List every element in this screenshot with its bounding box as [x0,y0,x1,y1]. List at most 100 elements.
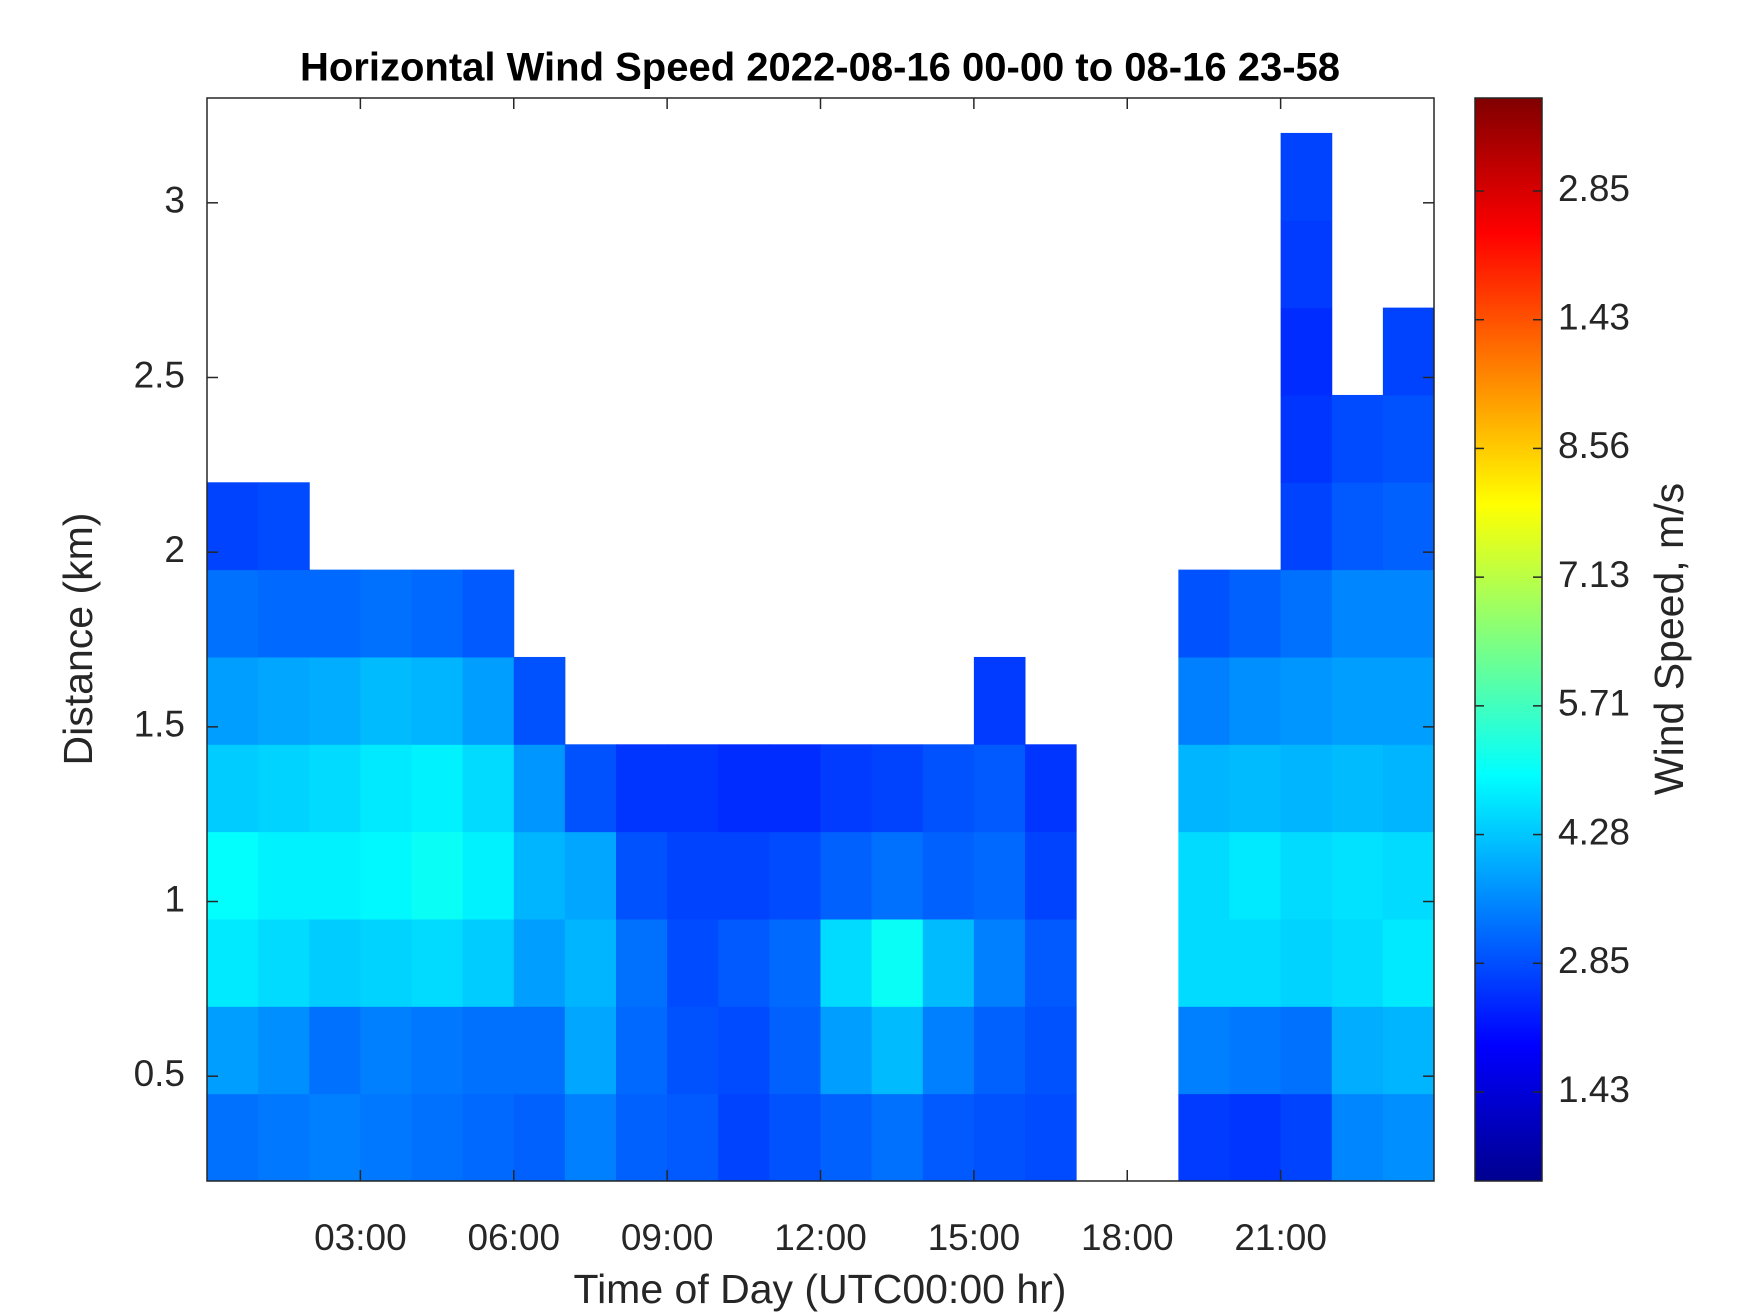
heatmap-cell [258,482,310,571]
heatmap-cell [462,569,515,658]
y-tick-label: 1.5 [134,704,185,745]
heatmap-cell [973,1006,1026,1095]
heatmap-cell [1178,831,1230,920]
heatmap-cell [1229,656,1282,745]
x-tick-label: 18:00 [1081,1217,1174,1258]
colorbar-tick-label: 8.56 [1558,425,1630,466]
colorbar-tick-label: 5.71 [1558,683,1630,724]
heatmap-cell [411,918,464,1007]
heatmap-cell [871,744,924,833]
heatmap-cell [360,744,412,833]
heatmap-cell [1229,1006,1282,1095]
heatmap-cell [258,744,310,833]
heatmap-cell [309,1006,361,1095]
heatmap-cell [513,744,566,833]
heatmap-cell [207,918,259,1007]
heatmap-cell [462,656,515,745]
colorbar-label: Wind Speed, m/s [1646,483,1692,795]
heatmap-cell [922,831,975,920]
heatmap-cell [411,1006,464,1095]
heatmap-cell [922,744,975,833]
heatmap-cell [871,1093,924,1182]
heatmap-cell [1280,220,1333,309]
heatmap-cell [820,918,873,1007]
heatmap-cell [769,744,821,833]
heatmap-cell [718,1093,770,1182]
heatmap-cell [1382,482,1435,571]
heatmap-cell [1382,831,1435,920]
y-tick-label: 2 [164,529,185,570]
heatmap-cell [1331,1006,1384,1095]
heatmap-cell [1331,918,1384,1007]
heatmap-cell [1280,1093,1333,1182]
heatmap-cell [1382,394,1435,483]
colorbar-tick-label: 2.85 [1558,940,1630,981]
heatmap-cell [564,1093,617,1182]
heatmap-cell [1331,482,1384,571]
heatmap-cell [1280,831,1333,920]
heatmap-cell [360,656,412,745]
heatmap-cell [1382,569,1435,658]
heatmap-cell [1025,831,1077,920]
heatmap-cell [1280,744,1333,833]
x-axis-label: Time of Day (UTC00:00 hr) [574,1266,1067,1312]
heatmap-cell [1178,744,1230,833]
x-tick-label: 12:00 [774,1217,867,1258]
heatmap-cell [820,831,873,920]
x-tick-label: 09:00 [621,1217,714,1258]
heatmap-cell [564,1006,617,1095]
heatmap-cell [462,831,515,920]
heatmap-cell [1178,1093,1230,1182]
y-tick-label: 0.5 [134,1053,185,1094]
heatmap-cell [922,918,975,1007]
colorbar-tick-label: 7.13 [1558,554,1630,595]
heatmap-cell [769,1093,821,1182]
heatmap-cell [258,1006,310,1095]
heatmap-cell [513,1093,566,1182]
heatmap-cell [973,918,1026,1007]
heatmap-cell [1280,918,1333,1007]
heatmap-cell [258,918,310,1007]
heatmap-cell [769,1006,821,1095]
heatmap-cell [1178,569,1230,658]
heatmap-cell [820,744,873,833]
heatmap-cell [207,831,259,920]
heatmap-cell [258,656,310,745]
heatmap-cell [411,1093,464,1182]
heatmap-cell [360,918,412,1007]
heatmap-cell [667,744,719,833]
heatmap-cell [922,1093,975,1182]
heatmap-cell [616,918,668,1007]
x-tick-label: 03:00 [314,1217,407,1258]
heatmap-cell [1382,1006,1435,1095]
x-tick-label: 15:00 [928,1217,1021,1258]
heatmap-cell [258,1093,310,1182]
heatmap-cell [718,1006,770,1095]
heatmap-cell [1331,744,1384,833]
heatmap-cell [258,569,310,658]
heatmap-cell [207,569,259,658]
colorbar [1474,97,1543,1182]
x-tick-label: 21:00 [1234,1217,1327,1258]
y-axis-label: Distance (km) [55,513,101,766]
heatmap-cell [667,1093,719,1182]
heatmap-cell [360,831,412,920]
heatmap-cell [1280,482,1333,571]
heatmap-cell [1382,744,1435,833]
heatmap-cell [360,569,412,658]
heatmap-cell [309,744,361,833]
heatmap-cell [922,1006,975,1095]
heatmap-cell [667,1006,719,1095]
heatmap-cell [1178,656,1230,745]
heatmap-cell [616,831,668,920]
heatmap-cell [1280,569,1333,658]
heatmap-cell [462,1093,515,1182]
heatmap-cell [616,744,668,833]
heatmap-cell [207,744,259,833]
heatmap-cell [1025,744,1077,833]
heatmap-cell [360,1006,412,1095]
heatmap-cell [1280,1006,1333,1095]
heatmap-cell [1229,744,1282,833]
heatmap-cell [411,569,464,658]
heatmap-cell [462,744,515,833]
